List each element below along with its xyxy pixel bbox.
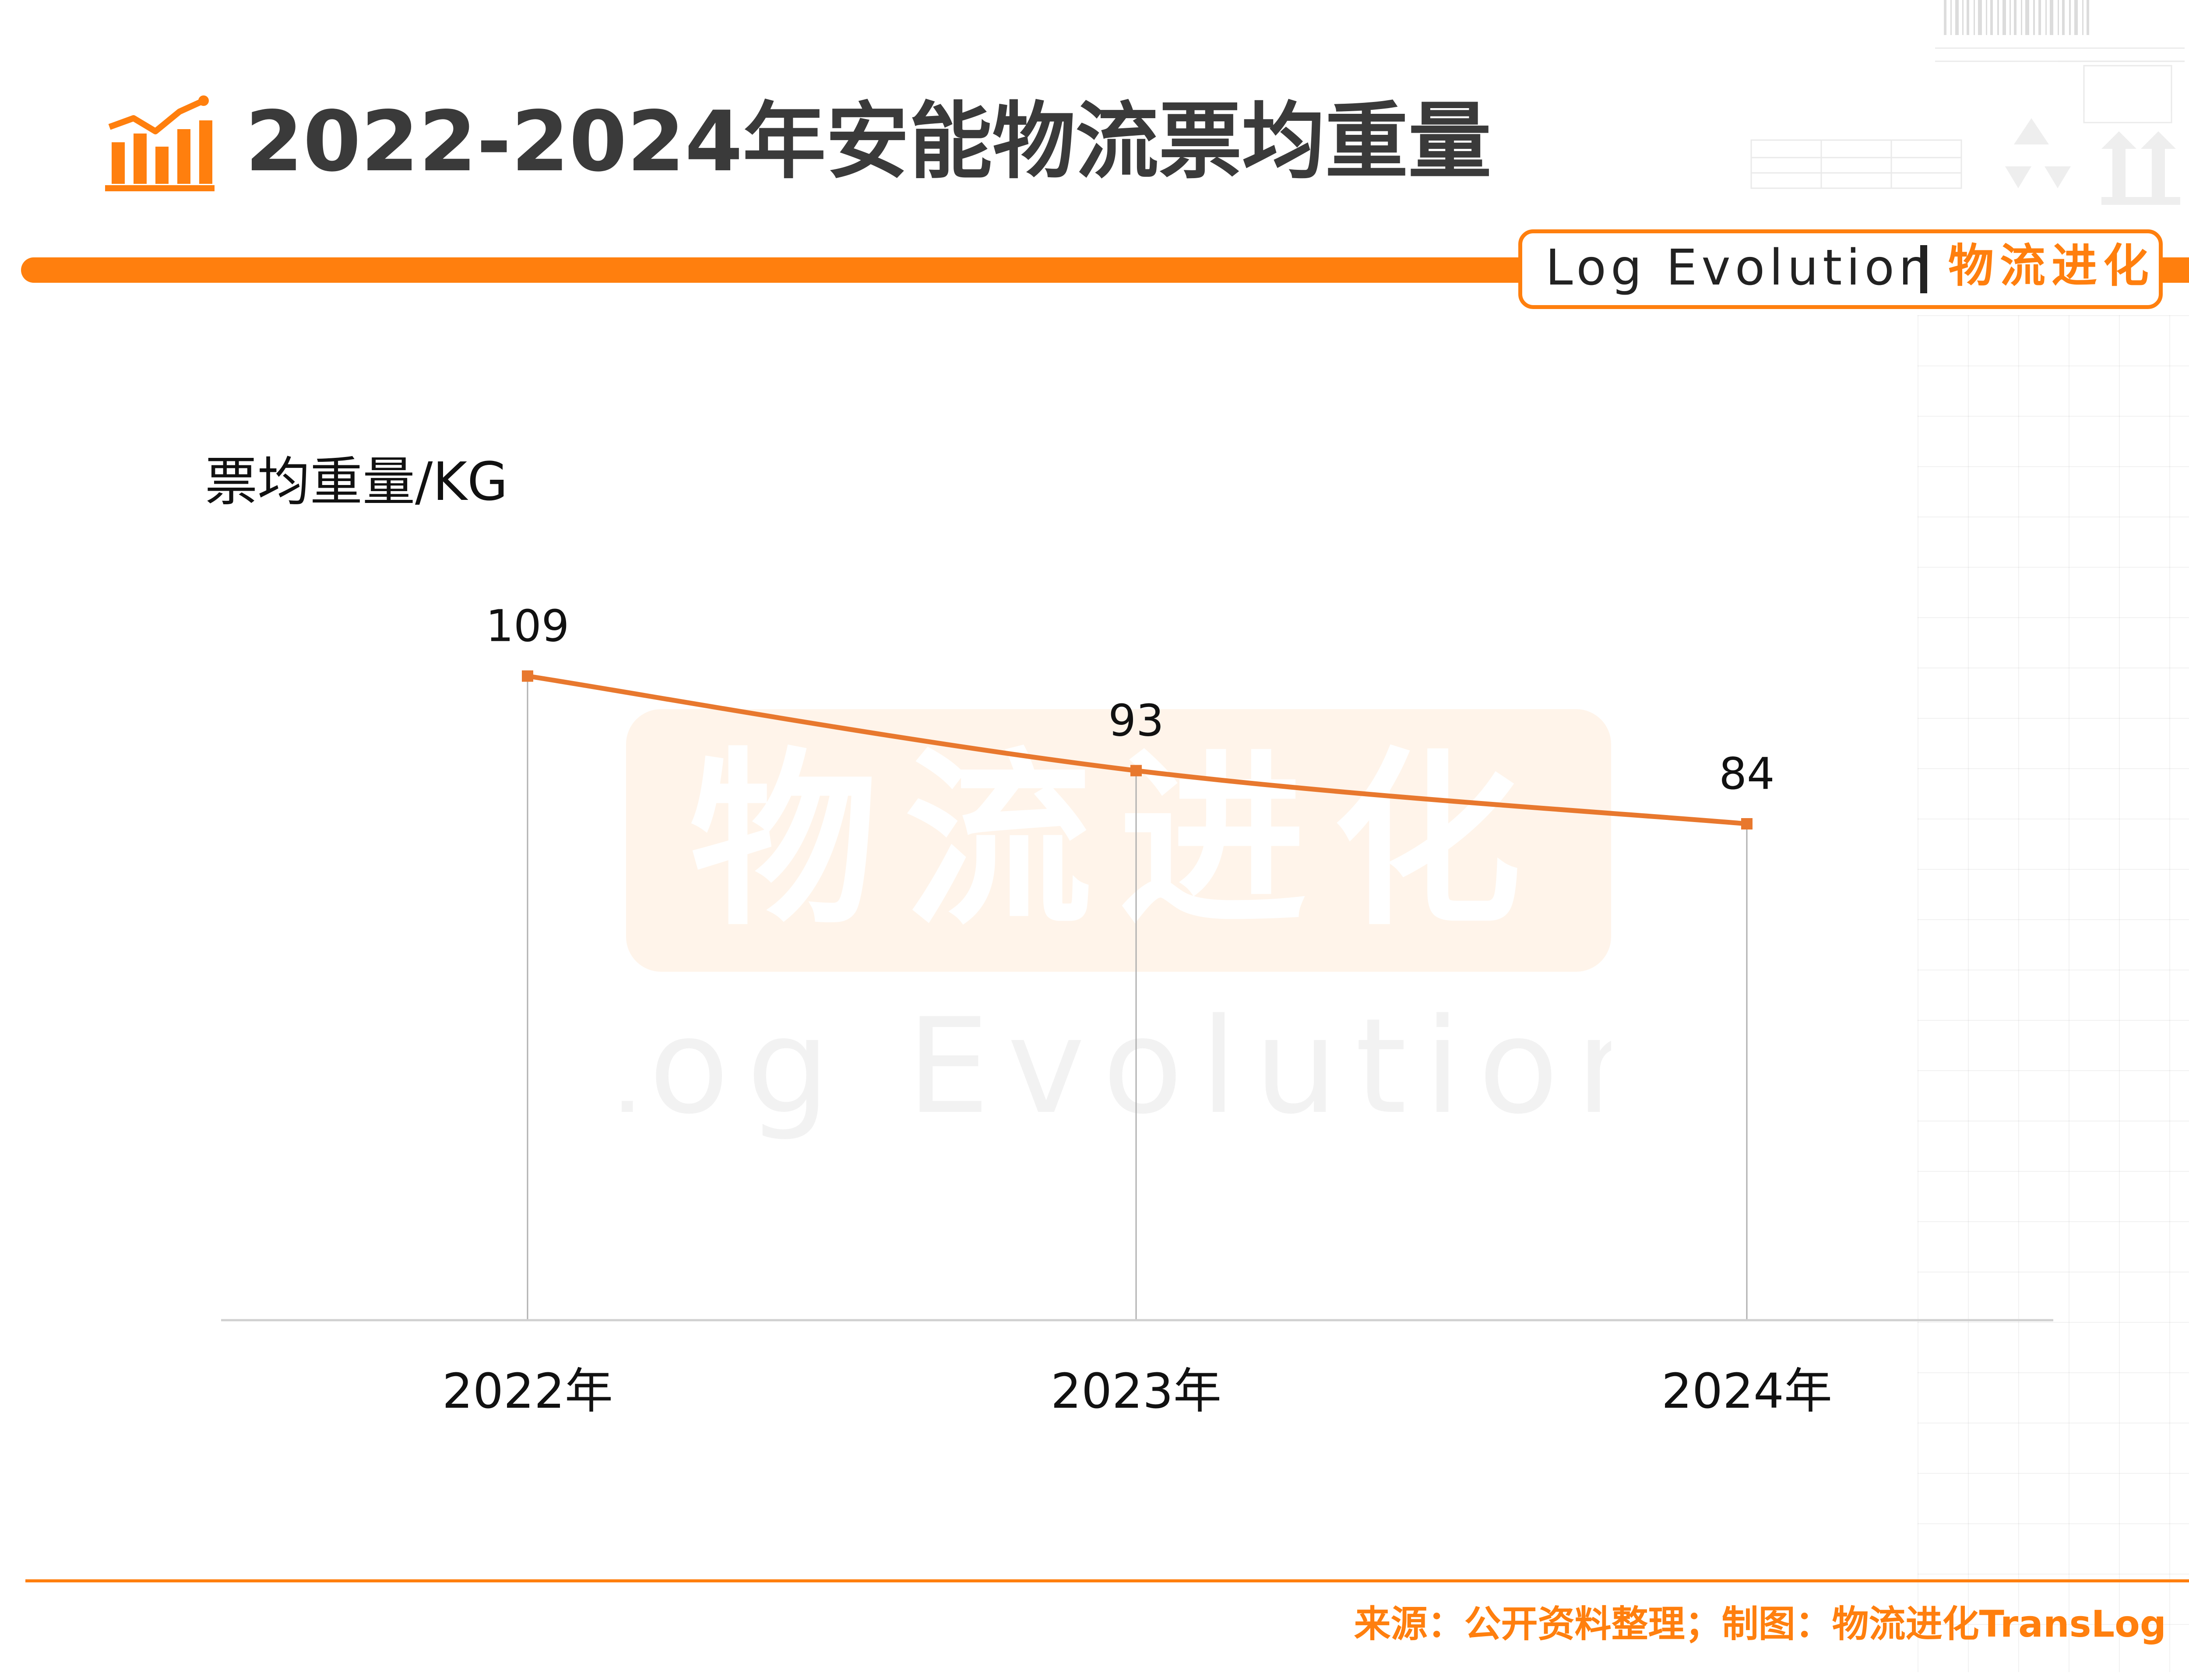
data-point-marker	[522, 670, 533, 682]
recycle-icon	[2005, 118, 2071, 188]
data-point-marker	[1741, 818, 1753, 829]
brand-separator	[1920, 245, 1927, 293]
this-side-up-icon	[2101, 131, 2180, 205]
x-tick-label: 2023年	[1051, 1363, 1221, 1419]
y-axis-label: 票均重量/KG	[205, 452, 508, 513]
page-title: 2022-2024年安能物流票均重量	[245, 93, 1492, 190]
data-label: 109	[486, 601, 570, 652]
footer-divider	[25, 1579, 2189, 1582]
line-chart: 109 2022年 93 2023年 84 2024年	[221, 601, 2053, 1419]
background-grid-decoration	[1918, 315, 2189, 1672]
shipping-label-lines	[1750, 47, 2185, 189]
barcode-icon	[1944, 0, 2089, 35]
x-tick-label: 2022年	[442, 1363, 613, 1419]
shipping-label-decoration	[1750, 0, 2185, 205]
data-label: 84	[1719, 748, 1774, 799]
data-label: 93	[1108, 695, 1164, 746]
bar-chart-trend-icon	[105, 95, 215, 191]
watermark-text-en: Log Evolution	[622, 990, 1611, 1143]
brand-name-en: Log Evolution	[1545, 239, 1934, 296]
brand-badge	[1518, 229, 2163, 309]
source-note: 来源：公开资料整理；制图：物流进化TransLog	[1354, 1603, 2166, 1645]
data-point-marker	[1130, 765, 1142, 777]
x-tick-label: 2024年	[1661, 1363, 1832, 1419]
brand-name-cn: 物流进化	[1948, 239, 2155, 292]
logo-watermark: 物流进化 Log Evolution	[622, 709, 1611, 1143]
